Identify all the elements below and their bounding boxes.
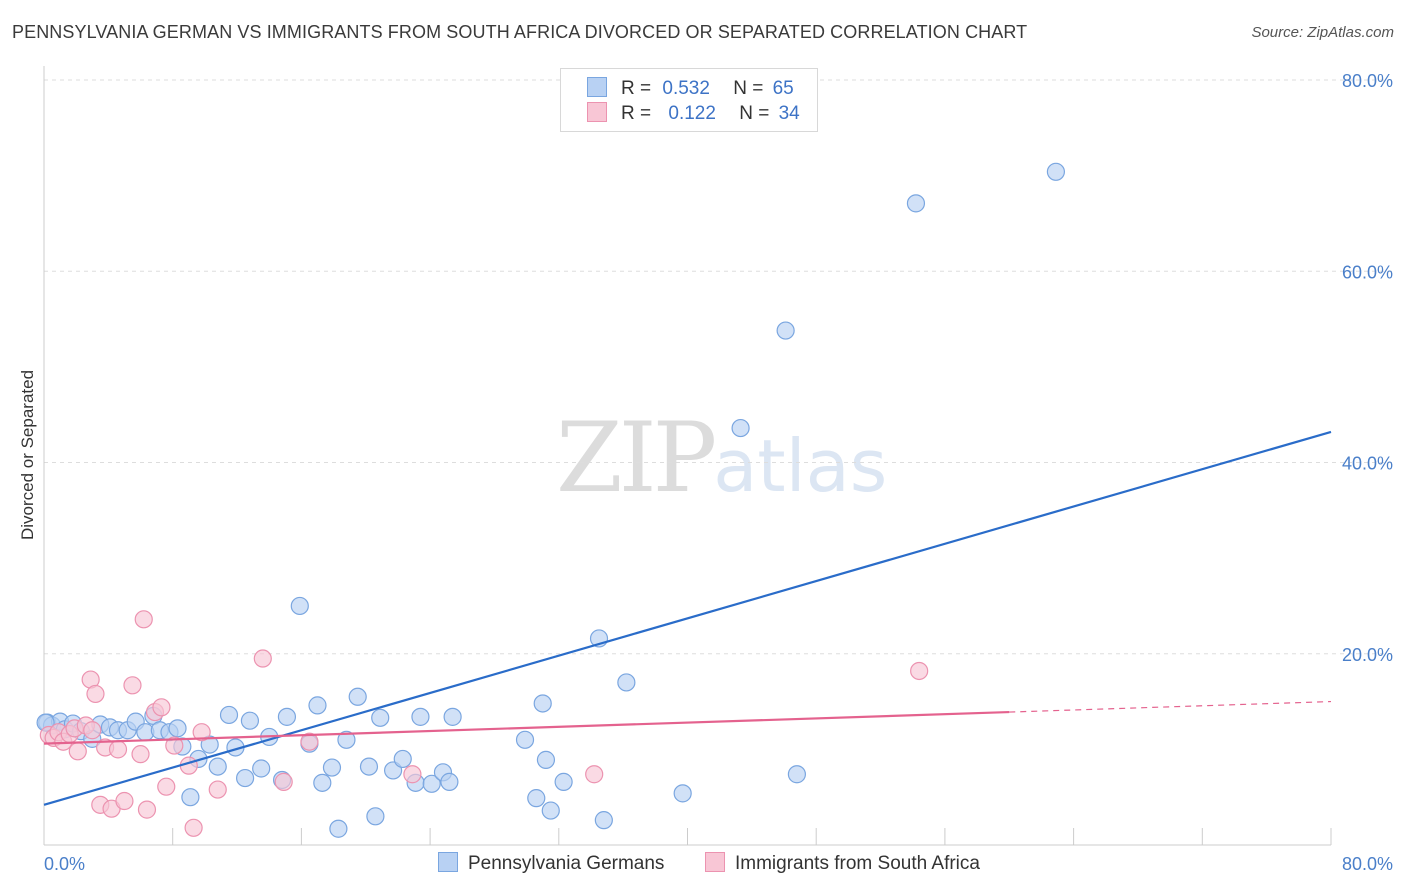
blue-trend-line bbox=[43, 430, 1332, 806]
legend-n-label: N = bbox=[733, 78, 764, 99]
legend-r-value: 0.532 bbox=[662, 78, 710, 99]
pink-point bbox=[274, 772, 293, 791]
pink-point bbox=[403, 765, 422, 784]
blue-point bbox=[731, 418, 750, 438]
blue-point bbox=[617, 673, 636, 692]
pink-point bbox=[115, 791, 134, 811]
blue-point bbox=[329, 819, 348, 838]
y-tick-label: 80.0% bbox=[1342, 71, 1393, 91]
pink-point bbox=[152, 698, 171, 717]
blue-point bbox=[422, 774, 441, 793]
blue-point bbox=[348, 687, 367, 706]
legend-r-value: 0.122 bbox=[668, 103, 716, 124]
blue-point bbox=[359, 757, 379, 776]
bottom-legend-pennsylvania-germans: Pennsylvania Germans bbox=[438, 852, 664, 875]
pink-point bbox=[68, 742, 87, 761]
pink-point bbox=[83, 721, 102, 740]
pink-point bbox=[86, 684, 105, 704]
blue-point bbox=[673, 784, 692, 803]
blue-point bbox=[443, 707, 462, 726]
legend-n-label: N = bbox=[739, 103, 770, 124]
pink-point bbox=[300, 732, 319, 751]
pink-point bbox=[192, 723, 211, 742]
blue-point bbox=[527, 789, 546, 808]
pink-point bbox=[131, 745, 150, 764]
pink-trend-line bbox=[43, 710, 1010, 745]
blue-point bbox=[515, 730, 535, 749]
legend-swatch-pink bbox=[587, 102, 607, 122]
pink-point bbox=[134, 610, 153, 629]
legend-n-value: 34 bbox=[778, 103, 800, 124]
blue-point bbox=[313, 773, 332, 792]
x-tick-label: 80.0% bbox=[1342, 854, 1393, 874]
blue-point bbox=[440, 772, 459, 791]
bottom-legend-label: Immigrants from South Africa bbox=[735, 853, 980, 874]
pink-point bbox=[108, 740, 128, 759]
pink-point bbox=[123, 676, 142, 695]
bottom-legend-label: Pennsylvania Germans bbox=[468, 853, 665, 874]
legend-row-pennsylvania-germans: R = 0.532 N = 65 bbox=[587, 77, 794, 101]
legend-row-immigrants-south-africa: R = 0.122 N = 34 bbox=[587, 102, 800, 126]
blue-point bbox=[541, 801, 560, 820]
y-tick-label: 20.0% bbox=[1342, 645, 1393, 665]
blue-point bbox=[277, 707, 297, 726]
blue-point bbox=[235, 768, 255, 788]
pink-point bbox=[910, 661, 929, 681]
blue-point bbox=[393, 749, 412, 769]
pink-point bbox=[585, 765, 604, 784]
zipatlas-watermark: ZIPatlas bbox=[556, 402, 887, 514]
chart-title: PENNSYLVANIA GERMAN VS IMMIGRANTS FROM S… bbox=[12, 22, 1028, 42]
blue-point bbox=[252, 759, 271, 778]
pink-point bbox=[137, 800, 157, 819]
legend-r-label: R = bbox=[621, 103, 652, 124]
watermark-atlas: atlas bbox=[713, 424, 888, 508]
source-label: Source: ZipAtlas.com bbox=[1251, 24, 1394, 41]
pink-point bbox=[165, 736, 184, 755]
pink-point bbox=[253, 649, 272, 668]
blue-point bbox=[308, 696, 327, 715]
legend: R = 0.532 N = 65 R = 0.122 N = 34 bbox=[560, 68, 818, 132]
pink-point bbox=[208, 780, 227, 799]
blue-point bbox=[533, 694, 552, 713]
legend-swatch-blue bbox=[587, 77, 607, 97]
watermark-zip: ZIP bbox=[556, 402, 717, 514]
blue-point bbox=[290, 596, 309, 616]
blue-point bbox=[787, 765, 806, 784]
blue-point bbox=[411, 707, 430, 726]
blue-point bbox=[594, 811, 613, 830]
blue-point bbox=[240, 711, 260, 730]
blue-point bbox=[536, 750, 556, 769]
legend-r-label: R = bbox=[621, 78, 652, 99]
blue-point bbox=[168, 719, 187, 738]
y-tick-label: 60.0% bbox=[1342, 262, 1393, 282]
blue-point bbox=[337, 730, 356, 749]
blue-point bbox=[906, 194, 926, 213]
blue-point bbox=[371, 708, 390, 727]
bottom-legend-swatch-pink bbox=[705, 852, 725, 872]
blue-point bbox=[366, 807, 385, 826]
x-tick-label: 0.0% bbox=[44, 854, 85, 874]
y-tick-label: 40.0% bbox=[1342, 454, 1393, 474]
pink-point bbox=[184, 818, 203, 837]
bottom-legend-immigrants-south-africa: Immigrants from South Africa bbox=[705, 852, 980, 875]
blue-point bbox=[208, 757, 227, 776]
bottom-legend-swatch-blue bbox=[438, 852, 458, 872]
blue-point bbox=[181, 788, 200, 807]
blue-point bbox=[219, 705, 239, 725]
legend-n-value: 65 bbox=[772, 78, 794, 99]
blue-point bbox=[322, 758, 342, 777]
blue-point bbox=[1046, 162, 1066, 181]
pink-point bbox=[157, 777, 176, 796]
blue-point bbox=[776, 321, 795, 340]
blue-point bbox=[554, 772, 573, 791]
pink-trend-line-extension bbox=[1009, 700, 1332, 713]
